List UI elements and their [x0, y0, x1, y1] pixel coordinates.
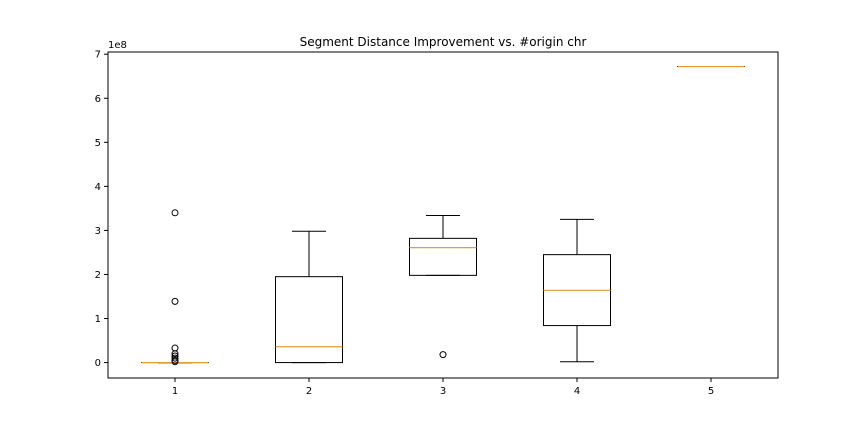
outlier-point	[171, 358, 179, 366]
axes-frame	[107, 51, 779, 379]
x-tick-label: 2	[306, 386, 312, 397]
outlier-point	[171, 297, 179, 305]
y-tick-label: 4	[95, 182, 101, 193]
plot-area: 0 1 2 3 4 5 6 7 1 2 3 4 5	[95, 50, 745, 397]
box	[275, 276, 343, 364]
y-tick-label: 5	[95, 138, 101, 149]
y-tick-label: 1	[95, 314, 101, 325]
outlier-point	[171, 350, 179, 358]
x-tick-label: 1	[172, 386, 178, 397]
y-tick-label: 2	[95, 270, 101, 281]
x-tick-label: 5	[708, 386, 714, 397]
y-scale-label: 1e8	[108, 40, 127, 51]
x-tick-label: 3	[440, 386, 446, 397]
y-tick-label: 7	[95, 50, 101, 61]
outlier-point	[439, 351, 447, 359]
box	[409, 237, 477, 276]
y-tick-label: 6	[95, 94, 101, 105]
y-tick-label: 0	[95, 358, 101, 369]
chart-title: Segment Distance Improvement vs. #origin…	[300, 35, 587, 49]
outlier-point	[171, 344, 179, 352]
outlier-point	[171, 354, 179, 362]
x-tick-label: 4	[574, 386, 580, 397]
outlier-point	[171, 209, 179, 217]
y-tick-label: 3	[95, 226, 101, 237]
